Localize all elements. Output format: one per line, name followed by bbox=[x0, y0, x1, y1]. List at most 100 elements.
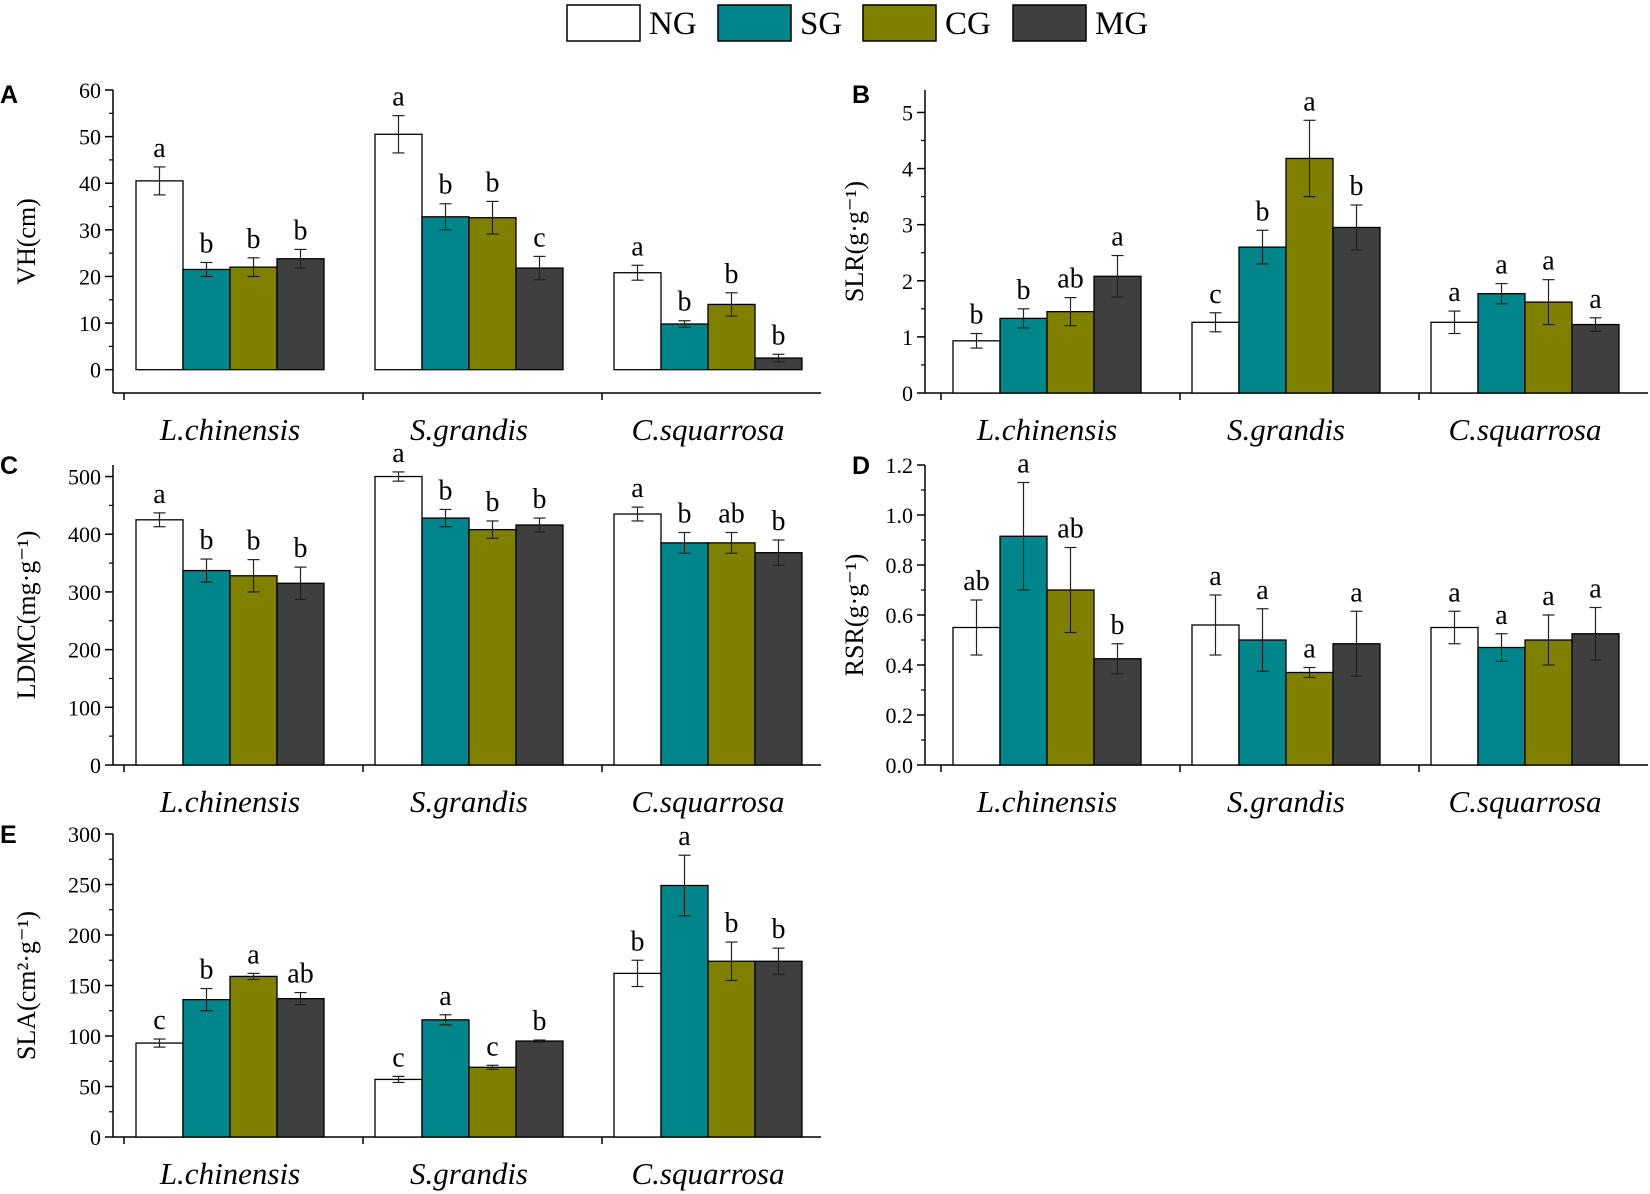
y-tick-label: 200 bbox=[68, 638, 101, 663]
y-tick-label: 5 bbox=[902, 100, 913, 125]
y-tick-label: 250 bbox=[68, 873, 101, 898]
category-label: S.grandis bbox=[410, 1156, 528, 1191]
y-tick-label: 1.0 bbox=[886, 503, 914, 528]
bar-ng bbox=[1191, 321, 1240, 394]
significance-letter: b bbox=[725, 908, 739, 939]
y-tick-label: 30 bbox=[79, 218, 101, 243]
bar-sg bbox=[660, 323, 709, 371]
y-axis-label: LDMC(mg·g⁻¹) bbox=[12, 531, 41, 700]
bar-mg bbox=[515, 267, 564, 371]
significance-letter: b bbox=[439, 475, 453, 506]
bar-mg bbox=[754, 960, 803, 1138]
y-axis-label: RSR(g·g⁻¹) bbox=[840, 554, 869, 677]
bar-ng bbox=[613, 272, 662, 371]
significance-letter: a bbox=[153, 133, 166, 164]
bar-sg bbox=[421, 517, 470, 766]
category-label: C.squarrosa bbox=[1448, 784, 1601, 819]
bar-sg bbox=[421, 1019, 470, 1138]
y-tick-label: 200 bbox=[68, 923, 101, 948]
bar-mg bbox=[515, 1040, 564, 1138]
legend-label-sg: SG bbox=[800, 6, 842, 42]
bar-ng bbox=[374, 133, 423, 371]
bar-ng bbox=[1430, 626, 1479, 766]
y-tick-label: 0.2 bbox=[886, 703, 914, 728]
y-axis-label: SLA(cm²·g⁻¹) bbox=[12, 911, 41, 1060]
significance-letter: a bbox=[1256, 575, 1269, 606]
bar-sg bbox=[1238, 246, 1287, 394]
bar-cg bbox=[229, 575, 278, 766]
significance-letter: b bbox=[631, 926, 645, 957]
significance-letter: a bbox=[678, 821, 691, 852]
legend-item-ng: NG bbox=[566, 4, 697, 42]
y-tick-label: 20 bbox=[79, 264, 101, 289]
significance-letter: a bbox=[631, 473, 644, 504]
panel-label: E bbox=[0, 821, 17, 849]
significance-letter: a bbox=[1542, 581, 1555, 612]
legend-label-mg: MG bbox=[1095, 6, 1148, 42]
y-tick-label: 100 bbox=[68, 695, 101, 720]
significance-letter: a bbox=[1350, 577, 1363, 608]
bar-mg bbox=[276, 997, 325, 1138]
bar-cg bbox=[707, 960, 756, 1138]
y-tick-label: 4 bbox=[902, 157, 913, 182]
bar-ng bbox=[135, 519, 184, 766]
bar-cg bbox=[468, 217, 517, 371]
significance-letter: b bbox=[247, 526, 261, 557]
significance-letter: c bbox=[153, 1005, 165, 1036]
significance-letter: a bbox=[392, 438, 405, 469]
significance-letter: ab bbox=[718, 499, 744, 530]
significance-letter: c bbox=[533, 222, 545, 253]
y-tick-label: 300 bbox=[68, 822, 101, 847]
significance-letter: b bbox=[725, 259, 739, 290]
significance-letter: a bbox=[631, 231, 644, 262]
significance-letter: a bbox=[1448, 577, 1461, 608]
y-axis-label: SLR(g·g⁻¹) bbox=[840, 181, 869, 302]
significance-letter: b bbox=[439, 170, 453, 201]
panel-label: C bbox=[0, 452, 18, 480]
bar-cg bbox=[1285, 671, 1334, 766]
significance-letter: a bbox=[392, 82, 405, 113]
bar-mg bbox=[515, 524, 564, 766]
y-tick-label: 0.4 bbox=[886, 653, 914, 678]
significance-letter: c bbox=[1209, 279, 1221, 310]
legend-swatch-ng bbox=[566, 4, 641, 42]
bar-ng bbox=[613, 513, 662, 766]
significance-letter: c bbox=[392, 1042, 404, 1073]
significance-letter: a bbox=[1589, 284, 1602, 315]
y-tick-label: 0 bbox=[90, 1125, 101, 1150]
bar-mg bbox=[1332, 226, 1381, 394]
bar-mg bbox=[1093, 658, 1142, 766]
category-label: L.chinensis bbox=[159, 412, 300, 447]
legend-swatch-sg bbox=[717, 4, 792, 42]
significance-letter: b bbox=[1111, 610, 1125, 641]
panel-a: A 0 10 20 30 40 50 60 VH(cm) a a a b b b b b b b c b L.chinen… bbox=[0, 78, 821, 447]
significance-letter: a bbox=[1017, 449, 1030, 480]
bar-sg bbox=[182, 998, 231, 1138]
legend-item-mg: MG bbox=[1012, 4, 1148, 42]
significance-letter: a bbox=[153, 479, 166, 510]
significance-letter: b bbox=[200, 525, 214, 556]
bar-ng bbox=[135, 1042, 184, 1138]
category-label: L.chinensis bbox=[159, 784, 300, 819]
category-label: S.grandis bbox=[1227, 412, 1345, 447]
significance-letter: ab bbox=[1057, 264, 1083, 295]
bar-sg bbox=[1477, 293, 1526, 394]
significance-letter: b bbox=[772, 506, 786, 537]
y-tick-label: 300 bbox=[68, 580, 101, 605]
significance-letter: a bbox=[247, 939, 260, 970]
bar-ng bbox=[952, 340, 1001, 394]
legend-label-cg: CG bbox=[945, 6, 991, 42]
panel-label: B bbox=[852, 81, 870, 109]
bar-cg bbox=[468, 1066, 517, 1138]
y-tick-label: 50 bbox=[79, 125, 101, 150]
bar-cg bbox=[468, 528, 517, 766]
legend-swatch-mg bbox=[1012, 4, 1087, 42]
significance-letter: a bbox=[1111, 222, 1124, 253]
y-tick-label: 10 bbox=[79, 311, 101, 336]
category-label: C.squarrosa bbox=[1448, 412, 1601, 447]
y-tick-label: 100 bbox=[68, 1024, 101, 1049]
significance-letter: ab bbox=[963, 566, 989, 597]
